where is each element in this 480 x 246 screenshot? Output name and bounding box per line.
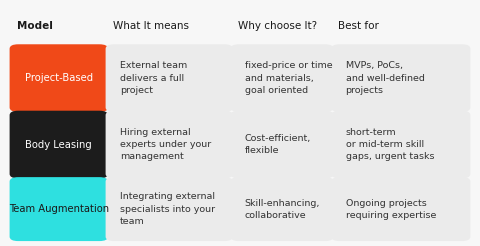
FancyBboxPatch shape	[10, 177, 108, 241]
FancyBboxPatch shape	[230, 111, 334, 178]
Text: Why choose It?: Why choose It?	[238, 21, 317, 31]
Text: Ongoing projects
requiring expertise: Ongoing projects requiring expertise	[346, 199, 436, 220]
Text: MVPs, PoCs,
and well-defined
projects: MVPs, PoCs, and well-defined projects	[346, 62, 424, 95]
Text: External team
delivers a full
project: External team delivers a full project	[120, 62, 187, 95]
Text: Team Augmentation: Team Augmentation	[9, 204, 109, 214]
FancyBboxPatch shape	[10, 111, 108, 178]
FancyBboxPatch shape	[10, 44, 108, 112]
Text: Skill-enhancing,
collaborative: Skill-enhancing, collaborative	[245, 199, 320, 220]
FancyBboxPatch shape	[230, 177, 334, 241]
Text: Model: Model	[17, 21, 53, 31]
FancyBboxPatch shape	[331, 111, 470, 178]
FancyBboxPatch shape	[106, 44, 233, 112]
FancyBboxPatch shape	[230, 44, 334, 112]
FancyBboxPatch shape	[331, 177, 470, 241]
Text: Hiring external
experts under your
management: Hiring external experts under your manag…	[120, 128, 211, 161]
Text: Cost-efficient,
flexible: Cost-efficient, flexible	[245, 134, 311, 155]
Text: Body Leasing: Body Leasing	[25, 139, 92, 150]
Text: Project-Based: Project-Based	[25, 73, 93, 83]
FancyBboxPatch shape	[331, 44, 470, 112]
Text: Best for: Best for	[338, 21, 379, 31]
FancyBboxPatch shape	[106, 111, 233, 178]
FancyBboxPatch shape	[106, 177, 233, 241]
Text: short-term
or mid-term skill
gaps, urgent tasks: short-term or mid-term skill gaps, urgen…	[346, 128, 434, 161]
Text: Integrating external
specialists into your
team: Integrating external specialists into yo…	[120, 192, 215, 226]
Text: fixed-price or time
and materials,
goal oriented: fixed-price or time and materials, goal …	[245, 62, 333, 95]
Text: What It means: What It means	[113, 21, 189, 31]
